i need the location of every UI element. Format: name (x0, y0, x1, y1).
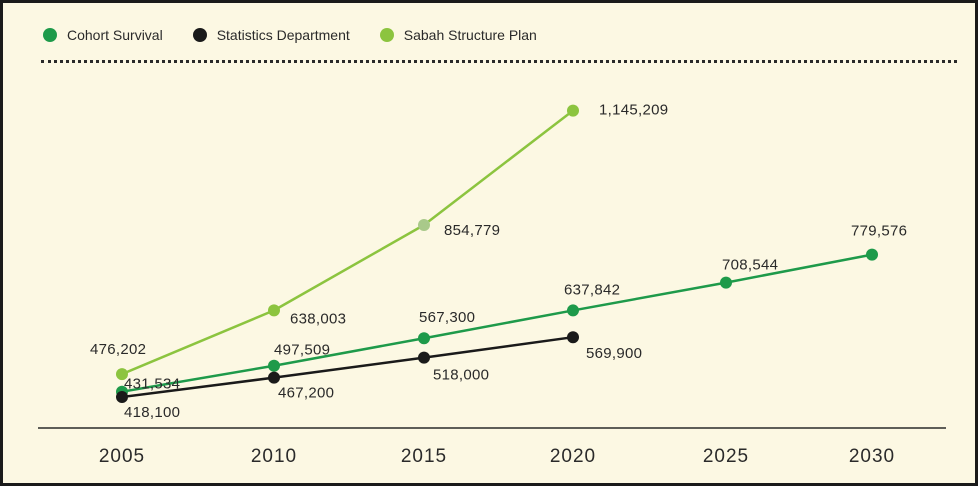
x-tick-label: 2015 (401, 446, 447, 467)
data-label-cohort-survival: 567,300 (419, 309, 475, 326)
legend-item-sabah-structure-plan: Sabah Structure Plan (379, 27, 537, 43)
data-label-sabah-structure-plan: 638,003 (290, 310, 346, 327)
data-label-statistics-department: 518,000 (433, 367, 489, 384)
x-tick-label: 2025 (703, 446, 749, 467)
series-line-sabah-structure-plan (121, 109, 574, 376)
data-point-cohort-survival (268, 359, 280, 372)
data-point-sabah-structure-plan (418, 218, 430, 231)
data-point-sabah-structure-plan (567, 104, 579, 117)
x-tick-label: 2005 (99, 446, 145, 467)
data-point-statistics-department (418, 351, 430, 364)
data-point-sabah-structure-plan (116, 368, 128, 381)
legend-marker-sabah-structure-plan (379, 28, 394, 42)
legend-label-statistics-department: Statistics Department (216, 27, 350, 43)
series-line-cohort-survival (121, 253, 873, 393)
chart-legend: Cohort Survival Statistics Department Sa… (43, 27, 567, 43)
legend-label-cohort-survival: Cohort Survival (67, 27, 163, 43)
data-point-sabah-structure-plan (268, 304, 280, 317)
data-label-statistics-department: 418,100 (124, 404, 180, 421)
legend-divider (41, 60, 957, 63)
legend-marker-statistics-department (192, 28, 207, 42)
data-label-sabah-structure-plan: 854,779 (444, 222, 500, 239)
legend-item-cohort-survival: Cohort Survival (43, 27, 163, 43)
data-label-cohort-survival: 708,544 (722, 257, 778, 274)
data-label-sabah-structure-plan: 1,145,209 (599, 102, 668, 119)
legend-label-sabah-structure-plan: Sabah Structure Plan (403, 27, 537, 43)
data-point-statistics-department (567, 331, 579, 344)
data-label-cohort-survival: 637,842 (564, 281, 620, 298)
data-label-statistics-department: 467,200 (278, 385, 334, 402)
data-label-cohort-survival: 779,576 (851, 223, 907, 240)
data-point-cohort-survival (567, 304, 579, 317)
data-point-cohort-survival (866, 248, 878, 261)
x-tick-label: 2020 (550, 446, 596, 467)
legend-marker-cohort-survival (43, 28, 57, 42)
legend-item-statistics-department: Statistics Department (192, 27, 350, 43)
data-point-statistics-department (116, 390, 128, 403)
series-line-statistics-department (121, 335, 574, 399)
data-label-cohort-survival: 431,534 (124, 376, 180, 393)
data-point-cohort-survival (418, 332, 430, 345)
x-tick-label: 2010 (251, 446, 297, 467)
data-label-sabah-structure-plan: 476,202 (90, 341, 146, 358)
data-point-statistics-department (268, 371, 280, 384)
data-point-cohort-survival (720, 276, 732, 289)
data-label-statistics-department: 569,900 (586, 345, 642, 362)
x-tick-label: 2030 (849, 446, 895, 467)
data-label-cohort-survival: 497,509 (274, 342, 330, 359)
